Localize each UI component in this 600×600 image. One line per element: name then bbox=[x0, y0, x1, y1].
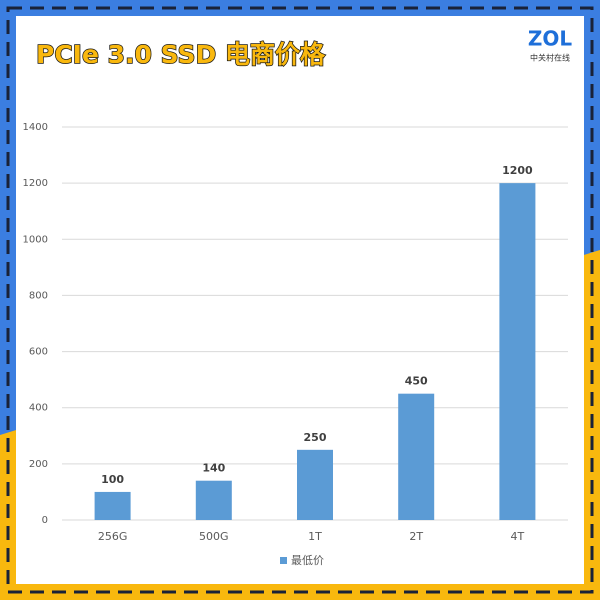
logo-subtitle: 中关村在线 bbox=[530, 53, 570, 63]
y-tick-label: 200 bbox=[29, 459, 48, 470]
y-tick-label: 400 bbox=[29, 403, 48, 414]
x-tick-label: 2T bbox=[409, 530, 423, 543]
bar bbox=[398, 393, 435, 520]
legend-label: 最低价 bbox=[291, 554, 324, 567]
value-label: 140 bbox=[202, 462, 225, 475]
value-label: 450 bbox=[405, 375, 428, 388]
bar bbox=[499, 183, 536, 520]
value-label: 1200 bbox=[502, 164, 533, 177]
value-label: 100 bbox=[101, 473, 124, 486]
value-label: 250 bbox=[304, 431, 327, 444]
bar bbox=[195, 480, 232, 520]
y-tick-label: 1200 bbox=[23, 178, 48, 189]
bar bbox=[94, 491, 131, 520]
bar bbox=[297, 449, 333, 520]
y-tick-label: 1400 bbox=[23, 122, 48, 133]
x-tick-label: 4T bbox=[511, 530, 525, 543]
legend-swatch bbox=[280, 557, 287, 564]
x-tick-label: 500G bbox=[199, 530, 229, 543]
y-tick-label: 1000 bbox=[23, 234, 48, 245]
frame-dash bbox=[6, 6, 594, 594]
y-tick-label: 0 bbox=[42, 515, 48, 526]
y-tick-label: 800 bbox=[29, 290, 48, 301]
y-tick-label: 600 bbox=[29, 347, 48, 358]
logo: ZOL bbox=[528, 27, 573, 51]
x-tick-label: 256G bbox=[98, 530, 128, 543]
x-tick-label: 1T bbox=[308, 530, 322, 543]
chart-title: PCIe 3.0 SSD 电商价格 bbox=[36, 40, 326, 69]
